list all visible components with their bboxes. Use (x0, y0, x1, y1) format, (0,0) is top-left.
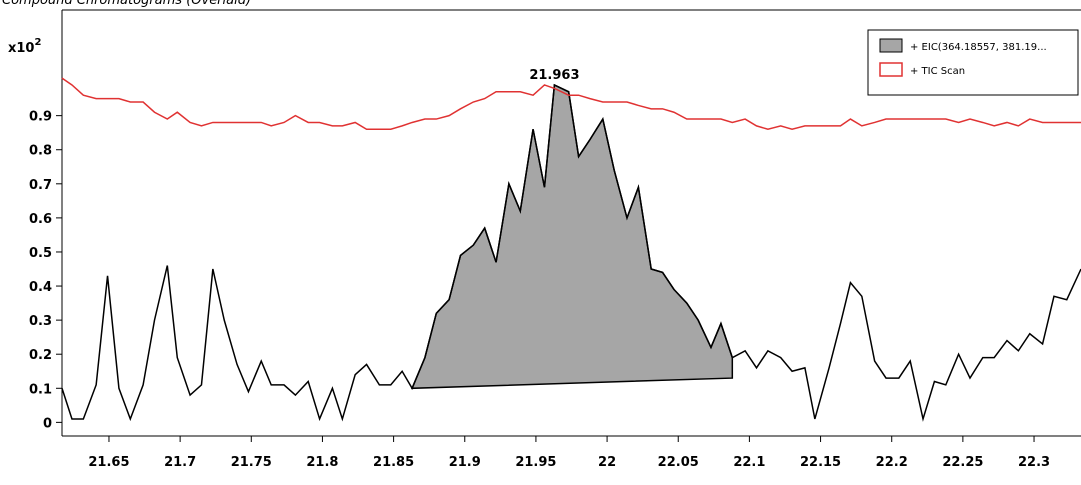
peak-label: 21.963 (529, 68, 579, 83)
y-tick-label: 0.7 (29, 178, 52, 193)
series-line (61, 77, 1081, 131)
x-tick-label: 22 (598, 455, 616, 470)
x-tick-label: 21.7 (164, 455, 196, 470)
y-tick-label: 0 (43, 416, 52, 431)
x-tick-label: 22.2 (876, 455, 908, 470)
legend-label: + TIC Scan (910, 66, 965, 77)
legend-box (867, 29, 1079, 96)
y-tick-label: 0.8 (29, 144, 52, 159)
peak-area (410, 83, 734, 390)
y-axis-label: x102 (8, 37, 41, 56)
series-line (61, 83, 1081, 422)
x-tick-label: 21.65 (88, 455, 129, 470)
y-axis-unit: x10 (8, 41, 34, 56)
y-tick-label: 0.6 (29, 212, 52, 227)
legend-label: + EIC(364.18557, 381.19... (910, 42, 1047, 53)
x-tick-label: 22.15 (800, 455, 841, 470)
legend-swatch (879, 62, 903, 77)
y-tick-label: 0.2 (29, 348, 52, 363)
y-tick-label: 0.3 (29, 314, 52, 329)
x-tick-label: 21.75 (231, 455, 272, 470)
x-tick-label: 22.05 (658, 455, 699, 470)
x-tick-label: 21.8 (306, 455, 338, 470)
x-tick-label: 22.1 (733, 455, 765, 470)
chart-title: Compound Chromatograms (Overlaid) (2, 0, 251, 8)
legend-swatch (879, 38, 903, 53)
y-tick-label: 0.5 (29, 246, 52, 261)
y-axis-exponent: 2 (34, 37, 41, 48)
x-tick-label: 22.25 (942, 455, 983, 470)
x-tick-label: 21.9 (449, 455, 481, 470)
y-tick-label: 0.1 (29, 382, 52, 397)
x-tick-label: 21.95 (515, 455, 556, 470)
x-tick-label: 22.3 (1018, 455, 1050, 470)
y-tick-label: 0.9 (29, 110, 52, 125)
y-tick-label: 0.4 (29, 280, 52, 295)
x-tick-label: 21.85 (373, 455, 414, 470)
